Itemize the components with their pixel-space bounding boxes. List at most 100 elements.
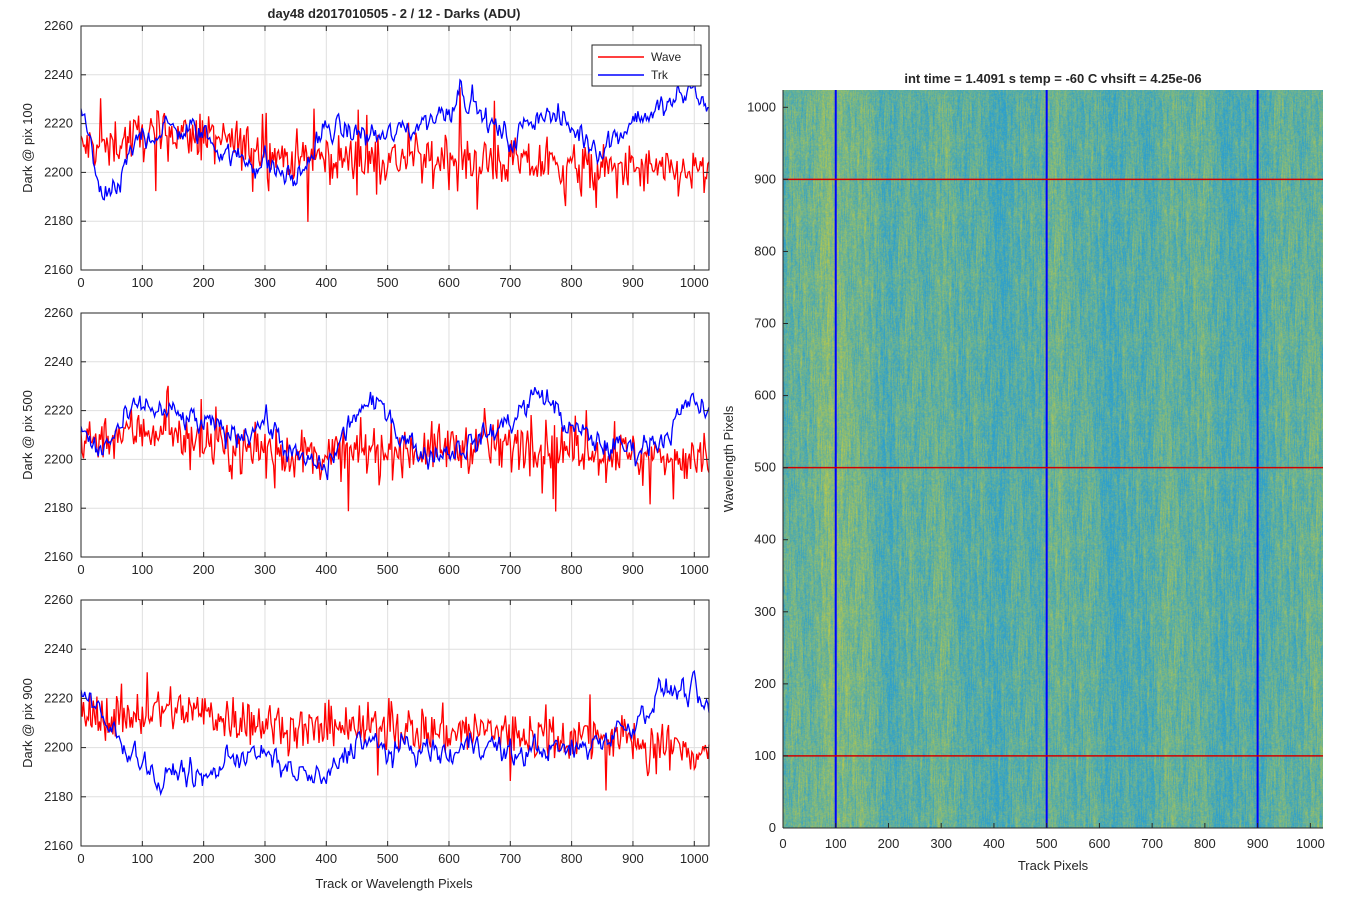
series-line-wave	[80, 87, 710, 222]
x-tick-label: 600	[438, 851, 460, 866]
x-tick-label: 1000	[680, 562, 709, 577]
y-tick-label: 2260	[44, 305, 73, 320]
x-tick-label: 900	[622, 562, 644, 577]
y-axis-label: Dark @ pix 900	[20, 678, 35, 768]
heatmap-y-tick-label: 300	[754, 604, 776, 619]
x-tick-label: 200	[193, 562, 215, 577]
heatmap-y-tick-label: 900	[754, 171, 776, 186]
heatmap-x-tick-label: 700	[1141, 836, 1163, 851]
series-line-trk	[80, 78, 709, 201]
heatmap-x-tick-label: 200	[878, 836, 900, 851]
axes-box	[80, 312, 710, 558]
y-tick-label: 2240	[44, 354, 73, 369]
x-tick-label: 100	[131, 562, 153, 577]
axes-box	[80, 599, 710, 847]
x-tick-label: 300	[254, 851, 276, 866]
y-tick-label: 2180	[44, 789, 73, 804]
series-line-trk	[80, 669, 710, 797]
heatmap-x-tick-label: 100	[825, 836, 847, 851]
x-tick-label: 800	[561, 851, 583, 866]
y-tick-label: 2260	[44, 592, 73, 607]
x-tick-label: 400	[315, 275, 337, 290]
axes-box	[80, 25, 710, 271]
heatmap-x-tick-label: 300	[930, 836, 952, 851]
y-tick-label: 2180	[44, 500, 73, 515]
x-tick-label: 300	[254, 275, 276, 290]
y-tick-label: 2240	[44, 641, 73, 656]
legend-label-trk: Trk	[651, 68, 669, 82]
heatmap-y-tick-label: 0	[769, 820, 776, 835]
heatmap-title: int time = 1.4091 s temp = -60 C vhsift …	[904, 71, 1201, 86]
x-tick-label: 1000	[680, 275, 709, 290]
heatmap-y-tick-label: 100	[754, 748, 776, 763]
y-tick-label: 2200	[44, 164, 73, 179]
heatmap-y-tick-label: 400	[754, 532, 776, 547]
panel-dark-pix-900: 0 100 200 300 400 500 600 700 800 900 1000 2160 2180…	[20, 592, 710, 866]
x-tick-label: 500	[377, 851, 399, 866]
plot-area	[81, 600, 709, 846]
x-tick-label: 0	[77, 562, 84, 577]
x-tick-label: 800	[561, 562, 583, 577]
legend: Wave Trk	[591, 44, 702, 87]
legend-label-wave: Wave	[651, 50, 682, 64]
heatmap-y-tick-label: 700	[754, 316, 776, 331]
x-tick-label: 200	[193, 275, 215, 290]
legend-box	[591, 44, 702, 87]
y-axis-label: Dark @ pix 500	[20, 390, 35, 480]
heatmap-x-tick-label: 600	[1089, 836, 1111, 851]
y-tick-label: 2180	[44, 213, 73, 228]
panel-dark-pix-100: 0 100 200 300 400 500 600 700 800 900 1000 2160 2180…	[20, 18, 710, 290]
figure-suptitle: day48 d2017010505 - 2 / 12 - Darks (ADU)	[268, 6, 521, 21]
heatmap-y-tick-label: 1000	[747, 99, 776, 114]
heatmap-y-tick-label: 800	[754, 243, 776, 258]
heatmap-image	[783, 90, 1323, 828]
x-tick-label: 100	[131, 851, 153, 866]
x-tick-label: 700	[499, 562, 521, 577]
heatmap-x-tick-label: 400	[983, 836, 1005, 851]
heatmap-x-tick-label: 0	[779, 836, 786, 851]
x-tick-label: 0	[77, 275, 84, 290]
x-tick-label: 400	[315, 851, 337, 866]
x-tick-label: 500	[377, 275, 399, 290]
series-line-trk	[80, 386, 710, 481]
x-tick-label: 600	[438, 562, 460, 577]
y-axis-label: Dark @ pix 100	[20, 103, 35, 193]
x-tick-label: 700	[499, 851, 521, 866]
y-tick-label: 2160	[44, 838, 73, 853]
y-tick-label: 2240	[44, 67, 73, 82]
shared-xlabel: Track or Wavelength Pixels	[315, 876, 473, 891]
x-tick-label: 200	[193, 851, 215, 866]
x-tick-label: 300	[254, 562, 276, 577]
x-tick-label: 400	[315, 562, 337, 577]
y-tick-label: 2220	[44, 403, 73, 418]
panel-dark-pix-500: 0 100 200 300 400 500 600 700 800 900 1000 2160 2180…	[20, 305, 710, 577]
x-tick-label: 800	[561, 275, 583, 290]
heatmap-y-tick-label: 200	[754, 676, 776, 691]
heatmap-y-tick-label: 500	[754, 460, 776, 475]
heatmap-x-tick-label: 800	[1194, 836, 1216, 851]
x-tick-label: 0	[77, 851, 84, 866]
y-tick-label: 2200	[44, 740, 73, 755]
y-tick-label: 2200	[44, 451, 73, 466]
x-tick-label: 500	[377, 562, 399, 577]
heatmap-x-axis-label: Track Pixels	[1018, 858, 1089, 873]
x-tick-label: 100	[131, 275, 153, 290]
x-tick-label: 700	[499, 275, 521, 290]
heatmap-y-tick-label: 600	[754, 388, 776, 403]
x-tick-label: 600	[438, 275, 460, 290]
x-tick-label: 1000	[680, 851, 709, 866]
y-tick-label: 2160	[44, 549, 73, 564]
y-tick-label: 2220	[44, 690, 73, 705]
panel-dark-frame-map: int time = 1.4091 s temp = -60 C vhsift …	[721, 71, 1325, 873]
y-tick-label: 2260	[44, 18, 73, 33]
heatmap-y-axis-label: Wavelength Pixels	[721, 405, 736, 512]
y-tick-label: 2220	[44, 116, 73, 131]
x-tick-label: 900	[622, 275, 644, 290]
x-tick-label: 900	[622, 851, 644, 866]
heatmap-x-tick-label: 900	[1247, 836, 1269, 851]
heatmap-x-tick-label: 500	[1036, 836, 1058, 851]
y-tick-label: 2160	[44, 262, 73, 277]
heatmap-x-tick-label: 1000	[1296, 836, 1325, 851]
